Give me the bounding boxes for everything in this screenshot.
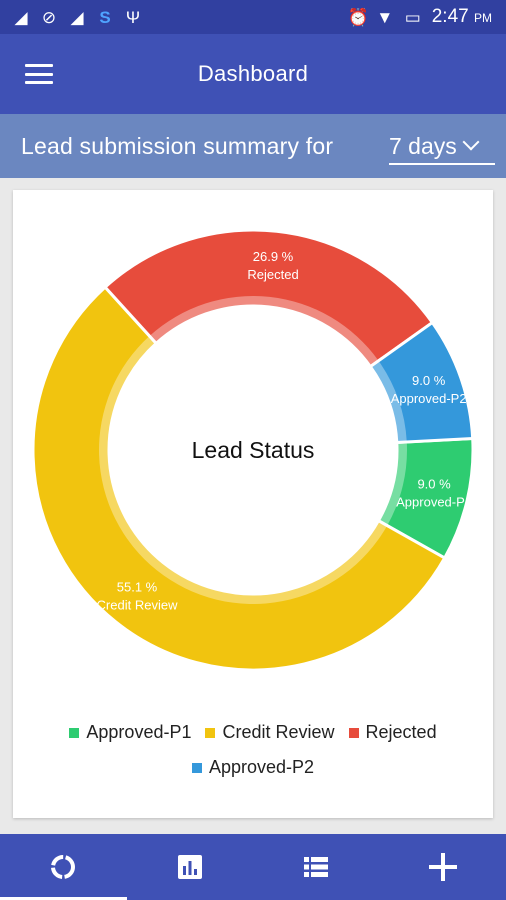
slice-name-label: Approved-P2 [391,391,467,406]
chevron-down-icon [462,133,480,151]
period-value: 7 days [389,132,457,159]
slice-percent-label: 26.9 % [253,249,294,264]
status-bar-left: ◢ ⊘ ◢ S Ψ [12,9,142,26]
donut-slice-credit-review[interactable] [31,285,447,672]
clock-time: 2:47 [431,6,469,27]
donut-slice-highlight [98,335,388,604]
alarm-icon: ⏰ [347,7,369,27]
legend-swatch [205,727,216,738]
donut-chart: 9.0 % Approved-P1 55.1 % Credit Review 26.9 … [31,228,475,672]
bar-chart-icon [177,855,202,879]
legend-swatch [348,727,359,738]
nav-reports[interactable] [127,834,254,900]
slice-percent-label: 9.0 % [417,476,451,491]
legend-item-approved-p2[interactable]: Approved-P2 [191,757,315,778]
chart-card: 9.0 % Approved-P1 55.1 % Credit Review 26.9 … [13,190,493,818]
slice-percent-label: 55.1 % [117,579,158,594]
chart-legend: Approved-P1 Credit Review Rejected Approved… [13,715,493,785]
bottom-nav [0,834,506,900]
legend-swatch [191,762,202,773]
menu-line [25,64,53,67]
legend-label: Approved-P2 [208,757,315,777]
wifi-icon: ▼ [376,7,394,27]
legend-item-approved-p1[interactable]: Approved-P1 [69,722,191,743]
slice-name-label: Rejected [247,267,298,282]
summary-label: Lead submission summary for [21,132,334,159]
legend-label: Approved-P1 [86,722,192,742]
app-bar: Dashboard [0,34,506,114]
donut-slice-highlight [370,360,407,443]
period-dropdown[interactable]: 7 days [389,129,495,165]
donut-chart-icon [51,855,76,879]
donut-slice-highlight [149,295,379,367]
menu-line [25,81,53,84]
legend-item-rejected[interactable]: Rejected [348,722,437,743]
sync-icon: S [99,7,111,27]
nav-dashboard[interactable] [0,834,127,900]
legend-row: Approved-P2 [13,750,493,785]
nav-list[interactable] [253,834,380,900]
list-icon [304,857,329,877]
slice-name-label: Approved-P1 [396,494,472,509]
usb-icon: Ψ [125,7,141,27]
legend-row: Approved-P1 Credit Review Rejected [13,715,493,750]
legend-swatch [69,727,80,738]
legend-label: Credit Review [222,722,335,742]
donut-slice-approved-p2[interactable] [368,320,475,445]
donut-slice-highlight [378,441,407,526]
nav-add[interactable] [380,834,506,900]
battery-charging-icon: ▭ [404,7,421,27]
signal-icon: ◢ [70,7,84,27]
status-bar: ◢ ⊘ ◢ S Ψ ⏰ ▼ ▭ 2:47 PM [0,0,506,34]
menu-line [25,72,53,76]
donut-slice-rejected[interactable] [102,228,435,369]
hamburger-menu-icon[interactable] [25,64,53,84]
legend-label: Rejected [365,722,437,742]
clock: 2:47 PM [432,6,492,28]
legend-item-credit-review[interactable]: Credit Review [205,722,335,743]
summary-bar: Lead submission summary for 7 days [0,114,506,178]
signal-icon: ◢ [14,7,28,27]
add-icon [428,853,457,881]
page-title: Dashboard [197,61,309,86]
slice-name-label: Credit Review [97,597,179,612]
chart-center-label: Lead Status [192,437,315,463]
status-bar-right: ⏰ ▼ ▭ 2:47 PM [348,6,492,28]
clock-ampm: PM [474,11,492,25]
blocked-icon: ⊘ [41,7,57,27]
slice-percent-label: 9.0 % [412,373,446,388]
